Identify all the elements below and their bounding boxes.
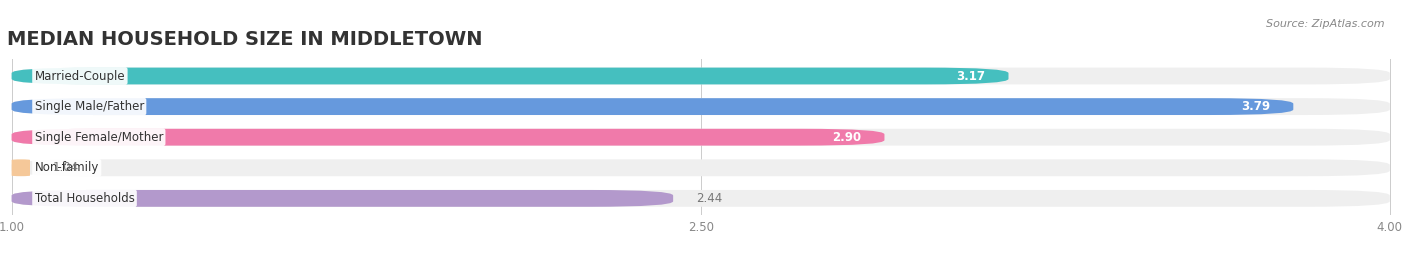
Text: 1.04: 1.04 [53, 161, 79, 174]
FancyBboxPatch shape [11, 190, 1389, 207]
Text: Non-family: Non-family [35, 161, 98, 174]
FancyBboxPatch shape [11, 190, 673, 207]
FancyBboxPatch shape [11, 98, 1294, 115]
FancyBboxPatch shape [11, 68, 1008, 84]
Text: Married-Couple: Married-Couple [35, 69, 125, 83]
Text: 2.90: 2.90 [832, 131, 862, 144]
FancyBboxPatch shape [11, 129, 884, 146]
Text: 3.17: 3.17 [956, 69, 986, 83]
FancyBboxPatch shape [11, 129, 1389, 146]
FancyBboxPatch shape [11, 68, 1389, 84]
Text: Source: ZipAtlas.com: Source: ZipAtlas.com [1267, 19, 1385, 29]
FancyBboxPatch shape [11, 98, 1389, 115]
Text: Single Female/Mother: Single Female/Mother [35, 131, 163, 144]
Text: 2.44: 2.44 [696, 192, 723, 205]
Text: 3.79: 3.79 [1241, 100, 1271, 113]
Text: Single Male/Father: Single Male/Father [35, 100, 143, 113]
FancyBboxPatch shape [11, 159, 1389, 176]
FancyBboxPatch shape [11, 159, 30, 176]
Text: Total Households: Total Households [35, 192, 135, 205]
Text: MEDIAN HOUSEHOLD SIZE IN MIDDLETOWN: MEDIAN HOUSEHOLD SIZE IN MIDDLETOWN [7, 30, 482, 49]
